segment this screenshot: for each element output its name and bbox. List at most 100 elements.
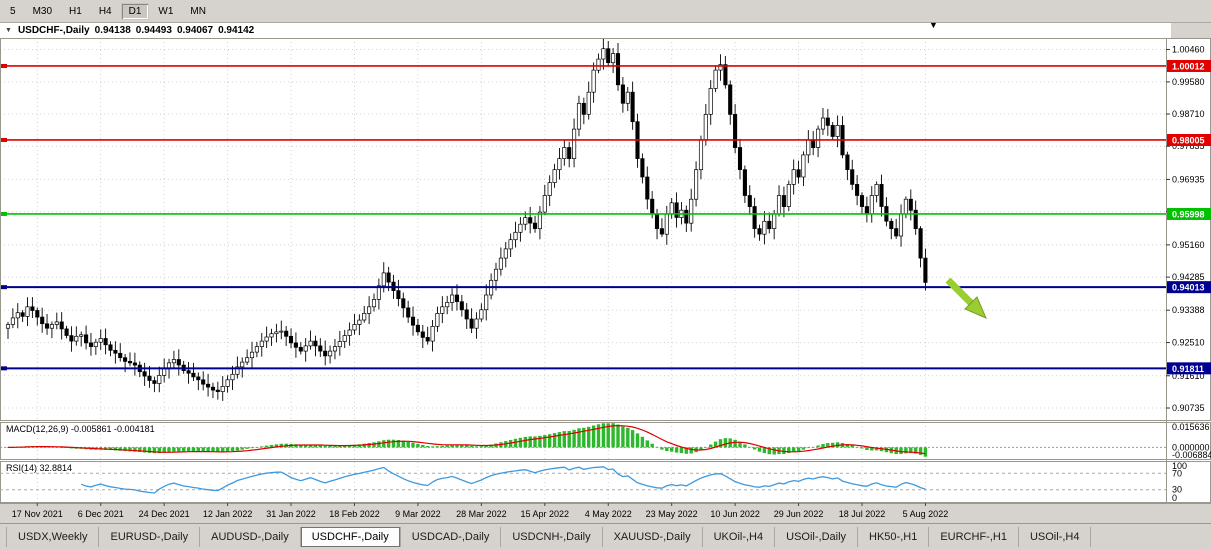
date-axis-label: 24 Dec 2021	[139, 509, 190, 519]
tab-usdcad-daily[interactable]: USDCAD-,Daily	[401, 526, 502, 547]
candle-body	[708, 88, 713, 115]
macd-histogram-bar	[562, 431, 566, 448]
tab-eurchf-h1[interactable]: EURCHF-,H1	[929, 526, 1019, 547]
candle-body	[64, 328, 69, 336]
macd-histogram-bar	[587, 426, 591, 448]
candle-body	[191, 372, 196, 378]
tab-usoil-daily[interactable]: USOil-,Daily	[775, 526, 859, 547]
macd-histogram-bar	[855, 446, 859, 448]
tf-button-m30[interactable]: M30	[32, 5, 53, 17]
macd-histogram-bar	[757, 447, 762, 452]
chart-dropdown-icon[interactable]: ▼	[5, 27, 12, 34]
tab-ukoil-h4[interactable]: UKOil-,H4	[703, 526, 776, 547]
macd-histogram-bar	[357, 444, 362, 448]
candle-body	[245, 357, 250, 363]
tf-button-h1[interactable]: H1	[69, 5, 82, 17]
macd-histogram-bar	[533, 436, 537, 448]
candle-body	[74, 335, 79, 342]
tf-button-w1[interactable]: W1	[158, 5, 174, 17]
trend-arrow-annotation[interactable]	[945, 277, 987, 319]
macd-histogram-bar	[406, 441, 410, 448]
macd-histogram-bar	[142, 447, 147, 453]
candle-body	[694, 169, 699, 200]
candle-body	[284, 330, 289, 337]
macd-histogram-bar	[738, 441, 742, 448]
macd-histogram-bar	[801, 447, 806, 450]
tf-button-h4[interactable]: H4	[98, 5, 112, 17]
tab-xauusd-daily[interactable]: XAUUSD-,Daily	[603, 526, 703, 547]
candle-body	[513, 231, 518, 241]
date-axis-label: 18 Feb 2022	[329, 509, 380, 519]
macd-histogram-bar	[670, 447, 674, 452]
candle-body	[235, 366, 240, 375]
tab-audusd-daily[interactable]: AUDUSD-,Daily	[200, 526, 301, 547]
macd-histogram-bar	[601, 423, 606, 448]
hline-price-label: 0.95998	[1172, 209, 1205, 219]
macd-histogram-bar	[304, 444, 308, 448]
macd-histogram-bar	[640, 436, 645, 448]
candle-body	[269, 333, 274, 338]
tab-usdchf-daily[interactable]: USDCHF-,Daily	[300, 526, 401, 547]
tf-button-5[interactable]: 5	[10, 5, 16, 17]
candle-body	[850, 169, 855, 185]
candle-body	[313, 340, 318, 347]
macd-histogram-bar	[435, 446, 440, 448]
hline-left-marker	[0, 211, 7, 216]
macd-histogram-bar	[709, 444, 713, 448]
candle-body	[889, 220, 894, 230]
macd-histogram-bar	[865, 447, 869, 450]
candle-body	[147, 375, 152, 381]
candle-body	[816, 128, 821, 148]
macd-histogram-bar	[552, 433, 557, 448]
tab-hk50-h1[interactable]: HK50-,H1	[858, 526, 930, 547]
hline-price-label: 1.00012	[1172, 61, 1205, 71]
candle-body	[903, 198, 908, 215]
macd-histogram-bar	[167, 447, 171, 453]
tf-button-mn[interactable]: MN	[190, 5, 206, 17]
candle-body	[581, 102, 586, 115]
candle-body	[508, 239, 513, 250]
candle-body	[279, 330, 284, 333]
macd-histogram-bar	[904, 447, 908, 454]
candle-body	[98, 338, 103, 343]
candle-body	[767, 220, 772, 230]
tab-usdcnh-daily[interactable]: USDCNH-,Daily	[501, 526, 603, 547]
chart-canvas[interactable]: 1.004600.995800.987100.978350.969350.960…	[0, 38, 1211, 524]
candle-body	[210, 386, 216, 391]
tf-button-d1[interactable]: D1	[120, 2, 150, 20]
candle-body	[464, 309, 469, 320]
date-axis-strip[interactable]	[0, 503, 1211, 524]
macd-histogram-bar	[577, 428, 581, 448]
candle-body	[664, 213, 669, 235]
candle-body	[264, 336, 269, 342]
candle-body	[406, 307, 411, 318]
candle-body	[35, 310, 40, 318]
macd-histogram-bar	[557, 432, 562, 448]
candle-body	[630, 91, 635, 123]
candle-body	[572, 128, 577, 159]
tab-usdx-weekly[interactable]: USDX,Weekly	[6, 526, 100, 547]
macd-histogram-bar	[489, 444, 493, 448]
price-axis-label: 0.94285	[1172, 272, 1205, 282]
tab-usoil-h4[interactable]: USOil-,H4	[1019, 526, 1092, 547]
candle-body	[132, 362, 137, 366]
macd-histogram-bar	[674, 447, 679, 453]
hline-price-label: 0.94013	[1172, 283, 1205, 293]
price-axis-label: 1.00460	[1172, 44, 1205, 54]
chart-shift-icon[interactable]: ▼	[929, 20, 938, 30]
date-axis-label: 31 Jan 2022	[266, 509, 316, 519]
candle-body	[781, 195, 786, 207]
candle-body	[332, 346, 338, 352]
candle-body	[742, 169, 747, 196]
macd-histogram-bar	[391, 439, 396, 448]
candle-body	[557, 158, 562, 171]
candle-body	[620, 84, 625, 104]
hline-price-label-bg	[1167, 59, 1211, 72]
price-axis-label: 0.96935	[1172, 174, 1205, 184]
tab-eurusd-daily[interactable]: EURUSD-,Daily	[99, 526, 201, 547]
candle-body	[537, 211, 542, 230]
macd-histogram-bar	[914, 447, 918, 454]
macd-histogram-bar	[782, 447, 786, 454]
candle-body	[498, 257, 503, 270]
